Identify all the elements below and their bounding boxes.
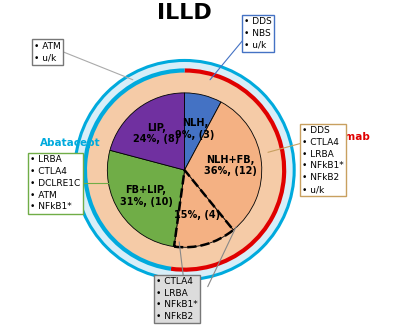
Wedge shape <box>110 93 184 170</box>
Text: • CTLA4
• LRBA
• NFkB1*
• NFkB2: • CTLA4 • LRBA • NFkB1* • NFkB2 <box>156 277 198 321</box>
Wedge shape <box>184 93 221 170</box>
Wedge shape <box>184 102 262 230</box>
Text: • ATM
• u/k: • ATM • u/k <box>34 42 61 62</box>
Text: FB+LIP,
31%, (10): FB+LIP, 31%, (10) <box>120 185 172 207</box>
Text: ILLD: ILLD <box>157 3 212 23</box>
Circle shape <box>107 93 262 247</box>
Text: Rituximab: Rituximab <box>310 132 370 142</box>
Text: • LRBA
• CTLA4
• DCLRE1C
• ATM
• NFkB1*: • LRBA • CTLA4 • DCLRE1C • ATM • NFkB1* <box>30 155 80 211</box>
Text: NLH+FB,
36%, (12): NLH+FB, 36%, (12) <box>204 155 257 176</box>
Text: NLH,
9%, (3): NLH, 9%, (3) <box>175 118 214 140</box>
Text: LIP,
24%, (8): LIP, 24%, (8) <box>133 123 180 144</box>
Text: 15%, (4): 15%, (4) <box>174 210 220 220</box>
Circle shape <box>86 71 283 269</box>
Text: • DDS
• NBS
• u/k: • DDS • NBS • u/k <box>244 17 272 50</box>
Circle shape <box>75 60 294 280</box>
Text: Abatacept: Abatacept <box>40 138 101 148</box>
Text: • DDS
• CTLA4
• LRBA
• NFkB1*
• NFkB2
• u/k: • DDS • CTLA4 • LRBA • NFkB1* • NFkB2 • … <box>302 126 344 194</box>
Wedge shape <box>107 150 184 247</box>
Wedge shape <box>174 170 233 247</box>
